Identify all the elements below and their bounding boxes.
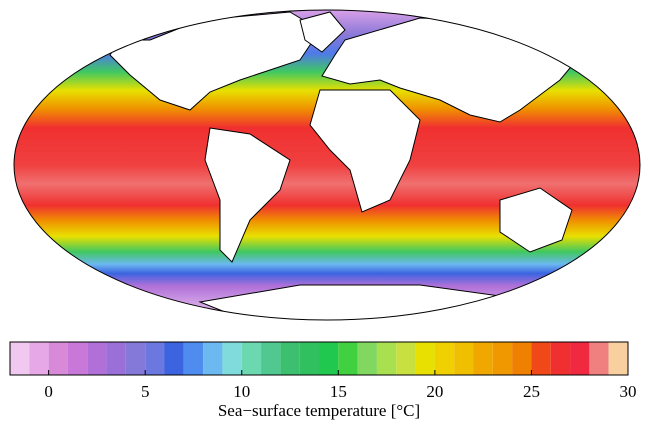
colorbar-segment — [145, 342, 165, 375]
colorbar-segment — [67, 342, 88, 375]
colorbar-segment — [415, 342, 435, 375]
colorbar-segment — [338, 342, 358, 375]
colorbar-segment — [550, 342, 571, 375]
colorbar-tick-label: 10 — [233, 382, 250, 401]
colorbar-segment — [608, 342, 628, 375]
colorbar-label: Sea−surface temperature [°C] — [218, 401, 420, 420]
colorbar-tick-label: 5 — [141, 382, 150, 401]
colorbar-segment — [48, 342, 68, 375]
colorbar-frame — [9, 341, 629, 376]
colorbar-segment — [10, 342, 30, 375]
colorbar-segment — [570, 342, 590, 375]
colorbar-segment — [87, 342, 107, 375]
colorbar-segment — [164, 342, 184, 375]
colorbar-segment — [241, 342, 262, 375]
colorbar-segment — [357, 342, 377, 375]
colorbar-segment — [29, 342, 49, 375]
colorbar-segment — [589, 342, 609, 375]
colorbar-segment — [454, 342, 474, 375]
colorbar-segment — [280, 342, 300, 375]
map — [14, 10, 640, 320]
colorbar-segment — [222, 342, 242, 375]
colorbar-segment — [512, 342, 532, 375]
colorbar-segment — [203, 342, 223, 375]
colorbar-tick-label: 0 — [44, 382, 53, 401]
map-outline — [13, 9, 641, 321]
colorbar-segment — [106, 342, 126, 375]
colorbar-segment — [299, 342, 319, 375]
colorbar-segment — [396, 342, 416, 375]
colorbar-segment — [261, 342, 281, 375]
ocean — [14, 10, 640, 320]
colorbar-segment — [492, 342, 513, 375]
colorbar-tick-label: 20 — [426, 382, 443, 401]
colorbar-segment — [125, 342, 146, 375]
land — [109, 11, 586, 320]
colorbar-segment — [434, 342, 455, 375]
colorbar-tick-label: 25 — [523, 382, 540, 401]
colorbar-segment — [319, 342, 339, 375]
colorbar-segment — [473, 342, 493, 375]
colorbar: 0 5 10 15 20 25 30 — [10, 342, 637, 401]
colorbar-segment — [531, 342, 551, 375]
colorbar-tick-label: 30 — [620, 382, 637, 401]
colorbar-tick-label: 15 — [330, 382, 347, 401]
colorbar-segment — [183, 342, 204, 375]
colorbar-segment — [376, 342, 397, 375]
